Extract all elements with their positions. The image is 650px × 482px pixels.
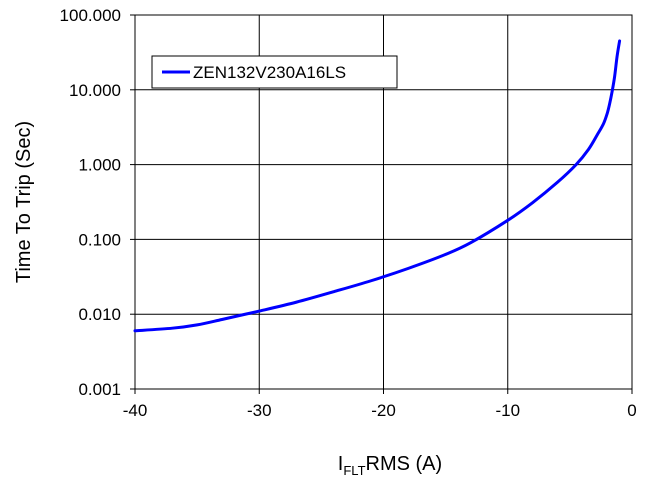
x-tick-label: -10 — [495, 401, 520, 420]
y-tick-label: 10.000 — [69, 81, 121, 100]
legend-label: ZEN132V230A16LS — [193, 63, 346, 82]
y-axis-title: Time To Trip (Sec) — [13, 121, 35, 283]
legend: ZEN132V230A16LS — [151, 55, 398, 89]
x-tick-label: -40 — [123, 401, 148, 420]
x-axis-title-base: I — [338, 453, 344, 475]
x-axis-title: IFLTRMS (A) — [338, 453, 442, 478]
x-tick-label: -20 — [371, 401, 396, 420]
legend-box — [151, 55, 398, 89]
series-line — [133, 39, 622, 333]
y-axis-ticks: 0.001 0.010 0.100 1.000 10.000 100.000 — [60, 6, 135, 399]
x-axis-title-subscript: FLT — [343, 463, 365, 478]
y-tick-label: 0.010 — [78, 305, 121, 324]
x-axis-title-rest: RMS (A) — [366, 453, 443, 475]
y-tick-label: 0.001 — [78, 380, 121, 399]
y-tick-label: 1.000 — [78, 156, 121, 175]
x-tick-label: 0 — [627, 401, 636, 420]
x-tick-label: -30 — [247, 401, 272, 420]
series-layer — [133, 39, 622, 333]
x-axis-ticks: -40 -30 -20 -10 0 — [123, 389, 637, 420]
y-tick-label: 0.100 — [78, 230, 121, 249]
y-tick-label: 100.000 — [60, 6, 121, 25]
